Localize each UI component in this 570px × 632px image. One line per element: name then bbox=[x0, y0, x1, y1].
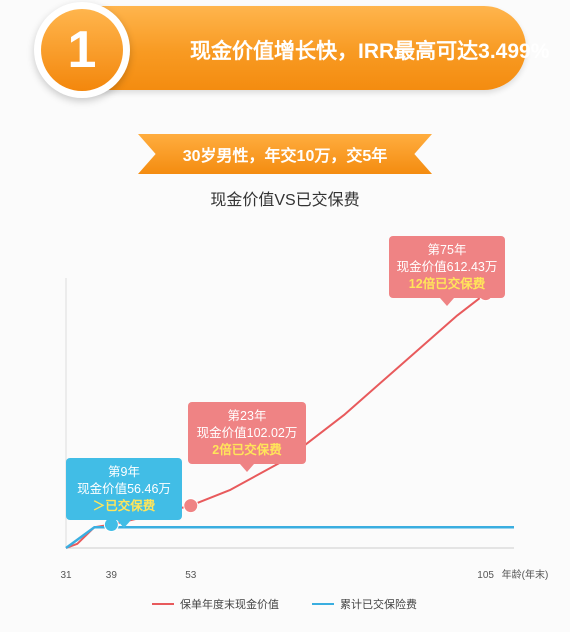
callout-value-label: 现金价值612.43万 bbox=[396, 260, 498, 274]
callout-year-9: 第9年 现金价值56.46万 ＞已交保费 bbox=[66, 458, 182, 528]
callout-year-label: 第75年 bbox=[427, 243, 467, 257]
x-tick-label: 105 bbox=[477, 570, 494, 581]
legend-item-premium: 累计已交保险费 bbox=[312, 596, 417, 612]
badge-number: 1 bbox=[41, 9, 123, 91]
x-tick-label: 31 bbox=[60, 570, 72, 581]
number-badge: 1 bbox=[34, 2, 130, 98]
series-line-premium bbox=[65, 525, 514, 550]
legend-swatch bbox=[152, 603, 174, 605]
x-tick-label: 53 bbox=[185, 570, 197, 581]
data-point-marker bbox=[183, 498, 199, 514]
x-axis-unit-label: 年龄(年末) bbox=[502, 568, 549, 581]
callout-year-label: 第23年 bbox=[227, 409, 267, 423]
callout-highlight: ＞已交保费 bbox=[92, 499, 156, 513]
subtitle-ribbon: 30岁男性，年交10万，交5年 bbox=[138, 134, 432, 174]
callout-value-label: 现金价值56.46万 bbox=[77, 482, 171, 496]
legend-swatch bbox=[312, 603, 334, 605]
callout-year-75: 第75年 现金价值612.43万 12倍已交保费 bbox=[389, 236, 505, 306]
legend-label: 累计已交保险费 bbox=[340, 599, 417, 611]
callout-highlight: 12倍已交保费 bbox=[408, 277, 486, 291]
chart-title: 现金价值VS已交保费 bbox=[210, 192, 360, 209]
banner-headline: 现金价值增长快，IRR最高可达3.499% bbox=[190, 40, 550, 63]
legend-label: 保单年度末现金价值 bbox=[180, 599, 279, 611]
callout-highlight: 2倍已交保费 bbox=[212, 443, 282, 457]
x-tick-label: 39 bbox=[106, 570, 118, 581]
callout-value-label: 现金价值102.02万 bbox=[196, 426, 298, 440]
legend-item-cash-value: 保单年度末现金价值 bbox=[152, 596, 279, 612]
callout-year-label: 第9年 bbox=[108, 465, 140, 479]
callout-year-23: 第23年 现金价值102.02万 2倍已交保费 bbox=[188, 402, 306, 472]
